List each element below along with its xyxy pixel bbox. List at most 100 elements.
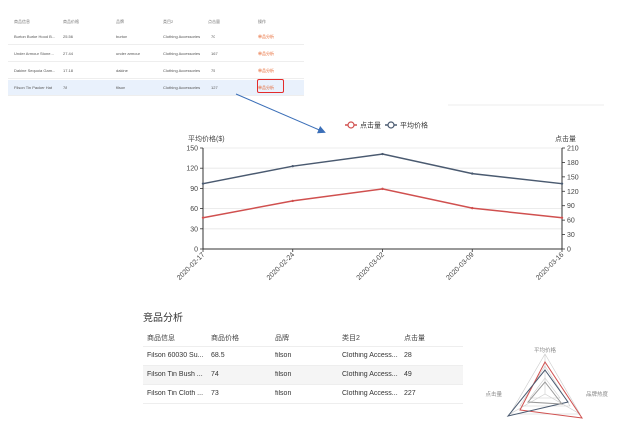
cell-brand: filson [275, 371, 292, 378]
header-brand: 品牌 [116, 19, 124, 24]
cell-price: 74 [211, 371, 219, 378]
header-product-info: 商品信息 [147, 335, 175, 342]
item-analysis-link[interactable]: 单品分析 [258, 85, 274, 90]
cell-brand: under armour [116, 51, 141, 56]
cell-clicks: 75 [211, 68, 216, 73]
y-axis-left: 0 30 60 90 120 150 [186, 146, 203, 254]
series-point [381, 187, 384, 191]
cell-price: 25.56 [63, 34, 74, 39]
table-row-selected[interactable]: Filson Tin Packer Hat 78 filson Clothing… [8, 80, 304, 96]
table-row[interactable]: Burton Burke Hood B... 25.56 burton Clot… [8, 29, 304, 45]
header-product-info: 商品信息 [14, 19, 30, 24]
y-tick-label-left: 150 [186, 146, 198, 153]
y-tick-label-left: 60 [190, 206, 198, 213]
cell-category: Clothing Accessories [163, 85, 201, 90]
radar-label-brand-heat: 品牌热度 [586, 390, 609, 398]
y-tick-label-right: 150 [567, 174, 579, 181]
line-chart: 点击量 平均价格 平均价格($) 点击量 0 30 60 90 120 150 0 30 60… [176, 93, 604, 282]
pointer-arrow [235, 93, 326, 134]
radar-grid [509, 353, 581, 415]
top-product-table: 商品信息 商品价格 品牌 类目2 点击量 操作 Burton Burke Hoo… [8, 10, 306, 96]
series-point [560, 216, 564, 219]
table-row[interactable]: Filson 60030 Su... 68.5 filson Clothing … [143, 347, 463, 366]
cell-brand: filson [275, 352, 292, 359]
x-tick-label: 2020-02-24 [266, 251, 296, 281]
series-point [291, 199, 294, 203]
series-line [202, 153, 563, 185]
cell-category: Clothing Access... [342, 390, 398, 397]
chart-grid [202, 147, 563, 250]
top-table-header: 商品信息 商品价格 品牌 类目2 点击量 操作 [8, 14, 304, 29]
series-line [202, 188, 563, 219]
y-tick-label-left: 90 [190, 186, 198, 193]
y-axis-right-label: 点击量 [555, 134, 576, 143]
section-title: 竞品分析 [143, 313, 183, 324]
header-category: 类目2 [342, 335, 360, 342]
cell-category: Clothing Accessories [163, 34, 201, 39]
radar-series-2 [506, 369, 569, 417]
item-analysis-link[interactable]: 单品分析 [258, 68, 274, 73]
table-row[interactable]: Filson Tin Bush ... 74 filson Clothing A… [143, 366, 463, 385]
cell-category: Clothing Access... [342, 352, 398, 359]
series-point [471, 172, 474, 175]
cell-product: Burton Burke Hood B... [14, 34, 56, 39]
y-tick-label-left: 30 [190, 226, 198, 233]
cell-product: Under Armour Stone... [14, 51, 54, 56]
cell-clicks: 127 [211, 85, 218, 90]
y-tick-label-right: 120 [567, 189, 579, 196]
cell-price: 27.44 [63, 51, 74, 56]
table-row[interactable]: Dakine Sequoia Gam... 17.18 dakine Cloth… [8, 63, 304, 79]
header-clicks: 点击量 [208, 19, 220, 24]
cell-product: Filson Tin Cloth ... [147, 390, 204, 397]
y-tick-label-right: 180 [567, 160, 579, 167]
chart-legend[interactable]: 点击量 平均价格 [345, 121, 428, 130]
series-point [201, 182, 205, 185]
cell-clicks: 167 [211, 51, 218, 56]
cell-category: Clothing Accessories [163, 51, 201, 56]
table-row[interactable]: Filson Tin Cloth ... 73 filson Clothing … [143, 385, 463, 404]
y-tick-label-right: 30 [567, 232, 575, 239]
x-tick-label: 2020-03-02 [356, 251, 386, 281]
cell-price: 17.18 [63, 68, 74, 73]
cell-price: 78 [63, 85, 68, 90]
legend-item-clicks[interactable]: 点击量 [345, 121, 381, 130]
cell-product: Dakine Sequoia Gam... [14, 68, 56, 73]
chart-series [201, 152, 564, 219]
y-tick-label-left: 0 [194, 247, 198, 254]
header-price: 商品价格 [211, 335, 239, 342]
series-point [381, 152, 384, 156]
cell-product: Filson 60030 Su... [147, 352, 204, 359]
competitor-table-header: 商品信息 商品价格 品牌 类目2 点击量 [143, 330, 463, 347]
y-tick-label-right: 60 [567, 218, 575, 225]
radar-label-clicks: 点击量 [485, 390, 502, 398]
header-brand: 品牌 [275, 335, 289, 342]
x-tick-label: 2020-02-17 [176, 251, 206, 281]
y-axis-right: 0 30 60 90 120 150 180 210 [562, 146, 579, 254]
cell-brand: burton [116, 34, 128, 39]
radar-chart: 平均价格 点击量 品牌热度 [485, 346, 609, 419]
x-tick-label: 2020-03-09 [445, 251, 475, 281]
cell-category: Clothing Accessories [163, 68, 201, 73]
series-point [291, 164, 294, 168]
cell-product: Filson Tin Packer Hat [14, 85, 53, 90]
x-tick-label: 2020-03-16 [535, 251, 565, 281]
item-analysis-link[interactable]: 单品分析 [258, 51, 274, 56]
series-point [201, 216, 205, 219]
header-action: 操作 [258, 19, 266, 24]
cell-clicks: 70 [211, 34, 216, 39]
radar-label-avg-price: 平均价格 [534, 346, 557, 354]
cell-clicks: 49 [404, 371, 412, 378]
table-row[interactable]: Under Armour Stone... 27.44 under armour… [8, 46, 304, 62]
y-tick-label-right: 0 [567, 247, 571, 254]
cell-clicks: 28 [404, 352, 412, 359]
series-point [471, 206, 474, 210]
cell-category: Clothing Access... [342, 371, 398, 378]
series-point [560, 182, 564, 185]
y-axis-left-label: 平均价格($) [188, 134, 225, 143]
legend-item-avg-price[interactable]: 平均价格 [385, 121, 428, 130]
cell-price: 73 [211, 390, 219, 397]
item-analysis-link[interactable]: 单品分析 [258, 34, 274, 39]
header-clicks: 点击量 [404, 335, 425, 342]
y-tick-label-left: 120 [186, 166, 198, 173]
highlight-box [257, 79, 284, 93]
